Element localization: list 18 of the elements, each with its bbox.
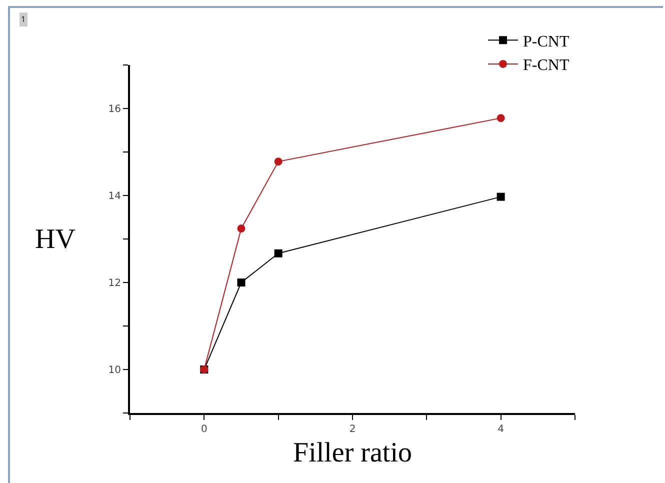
point [237, 224, 246, 233]
point [496, 192, 505, 201]
y-tick-label: 14 [108, 191, 121, 202]
x-tick-label: 0 [200, 424, 208, 435]
text: 1 [21, 14, 26, 25]
x-tick-label: 4 [498, 424, 504, 435]
point [237, 278, 246, 286]
y-tick-label: 12 [108, 278, 121, 289]
point [274, 158, 282, 166]
point [274, 249, 282, 258]
point [496, 114, 505, 122]
x-tick-label: 2 [349, 424, 356, 435]
y-tick-label: 16 [108, 104, 121, 115]
y-tick-label: 10 [108, 365, 121, 376]
legend-label: P-CNT [523, 33, 570, 50]
legend-label: F-CNT [523, 57, 570, 74]
x-axis-title: Filler ratio [293, 438, 412, 469]
y-axis-title: HV [35, 224, 76, 255]
